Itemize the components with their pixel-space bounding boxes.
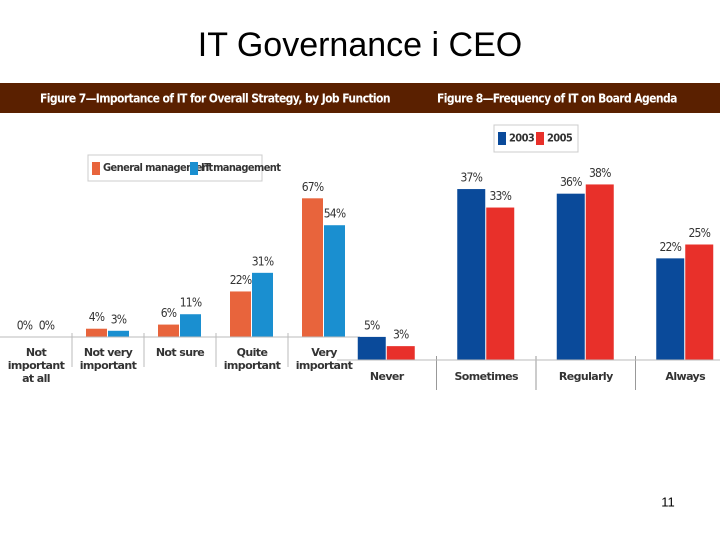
x-tick-label: Not sure <box>155 346 205 359</box>
x-tick-label: Never <box>369 370 404 383</box>
chart-title: Figure 8—Frequency of IT on Board Agenda <box>437 92 677 106</box>
page-number: 11 <box>661 494 675 509</box>
legend-label: IT management <box>201 161 281 174</box>
bar <box>302 198 323 337</box>
header-gap <box>0 113 348 117</box>
value-label: 38% <box>589 166 611 180</box>
bar <box>585 184 614 360</box>
value-label: 3% <box>393 328 409 342</box>
bar <box>656 258 685 360</box>
bar <box>386 346 415 360</box>
legend-label: 2003 <box>509 132 535 145</box>
header-band <box>0 83 720 113</box>
x-tick-label: Regularly <box>558 370 613 383</box>
bar <box>158 324 179 337</box>
value-label: 54% <box>324 207 346 221</box>
bar <box>357 336 386 360</box>
legend-label: General management <box>103 161 213 174</box>
value-label: 5% <box>364 318 380 332</box>
legend-swatch <box>498 132 506 145</box>
legend-swatch <box>92 162 100 175</box>
x-tick-label: Always <box>665 370 706 383</box>
bar <box>457 189 486 360</box>
x-tick-label: Very important <box>295 346 353 372</box>
bar <box>486 207 515 360</box>
bar <box>252 272 273 337</box>
value-label: 36% <box>560 175 582 189</box>
value-label: 67% <box>302 180 324 194</box>
value-label: 22% <box>230 273 252 287</box>
value-label: 22% <box>659 240 681 254</box>
value-label: 25% <box>688 226 710 240</box>
value-label: 11% <box>180 296 202 310</box>
x-tick-label: Not very important <box>79 346 137 372</box>
value-label: 37% <box>460 171 482 185</box>
bar <box>556 193 585 360</box>
chart-title: Figure 7—Importance of IT for Overall St… <box>40 92 390 106</box>
value-label: 6% <box>161 306 177 320</box>
slide-title: IT Governance i CEO <box>198 26 522 64</box>
bar <box>324 225 345 337</box>
bar <box>108 330 129 337</box>
bar <box>180 314 201 337</box>
value-label: 0% <box>17 319 33 333</box>
bar <box>685 244 714 360</box>
legend-swatch <box>536 132 544 145</box>
value-label: 33% <box>489 189 511 203</box>
value-label: 3% <box>111 312 127 326</box>
value-label: 4% <box>89 310 105 324</box>
x-tick-label: Quite important <box>223 346 281 372</box>
legend-swatch <box>190 162 198 175</box>
x-tick-label: Not important at all <box>7 346 65 385</box>
value-label: 31% <box>252 254 274 268</box>
bar <box>86 328 107 337</box>
legend-label: 2005 <box>547 132 573 145</box>
legend-box <box>87 154 263 182</box>
value-label: 0% <box>39 319 55 333</box>
bar <box>230 291 251 337</box>
x-tick-label: Sometimes <box>454 370 518 383</box>
